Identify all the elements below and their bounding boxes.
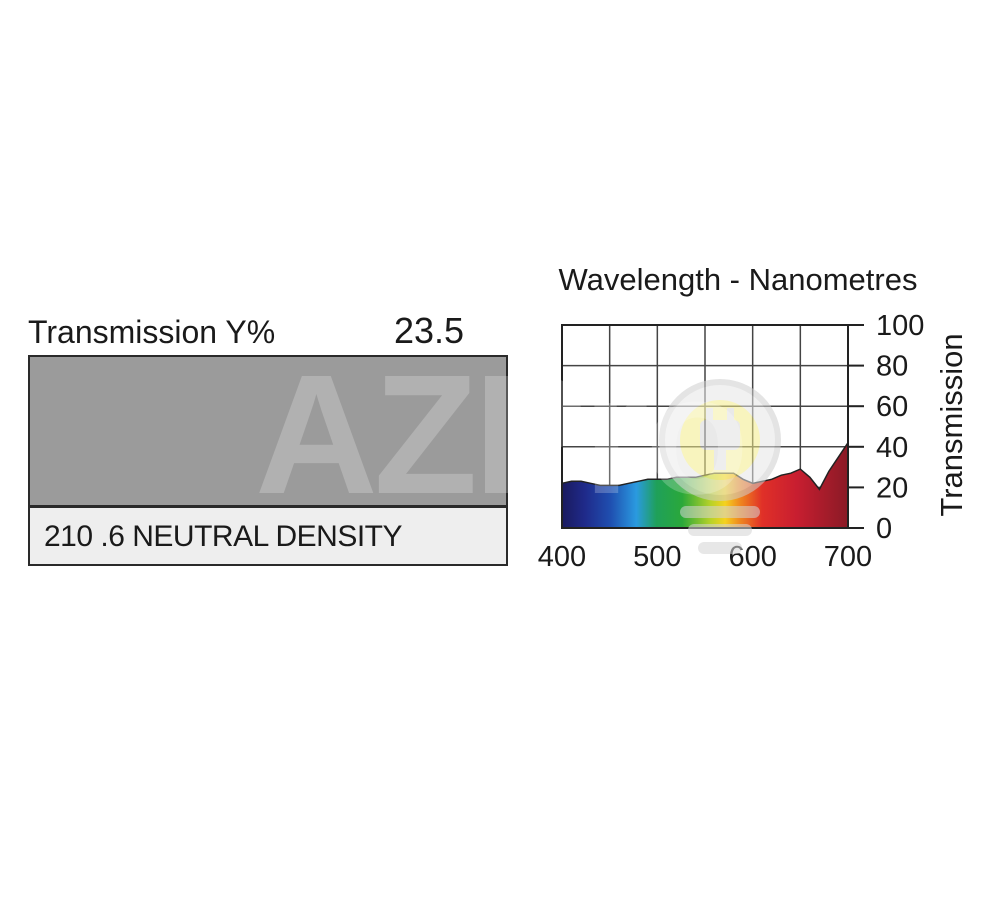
y-tick-label: 0 xyxy=(876,513,892,545)
x-tick-label: 400 xyxy=(538,541,586,573)
filter-name: 210 .6 NEUTRAL DENSITY xyxy=(44,520,403,553)
x-tick-label: 700 xyxy=(824,541,872,573)
watermark-plug-icon xyxy=(659,379,781,554)
y-tick-label: 40 xyxy=(876,432,908,464)
watermark-text: AZPro xyxy=(255,340,749,530)
transmission-label: Transmission Y% xyxy=(28,314,276,350)
y-axis-ticks: 0 20 40 60 80 100 xyxy=(848,310,924,545)
y-tick-label: 80 xyxy=(876,351,908,383)
filter-name-box: 210 .6 NEUTRAL DENSITY xyxy=(28,506,508,566)
y-tick-label: 100 xyxy=(876,310,924,342)
y-axis-label: Transmission xyxy=(934,333,969,516)
transmission-value: 23.5 xyxy=(394,310,465,351)
chart-title: Wavelength - Nanometres xyxy=(559,262,918,297)
x-tick-label: 500 xyxy=(633,541,681,573)
color-swatch xyxy=(28,355,508,507)
y-tick-label: 60 xyxy=(876,391,908,423)
y-tick-label: 20 xyxy=(876,472,908,504)
